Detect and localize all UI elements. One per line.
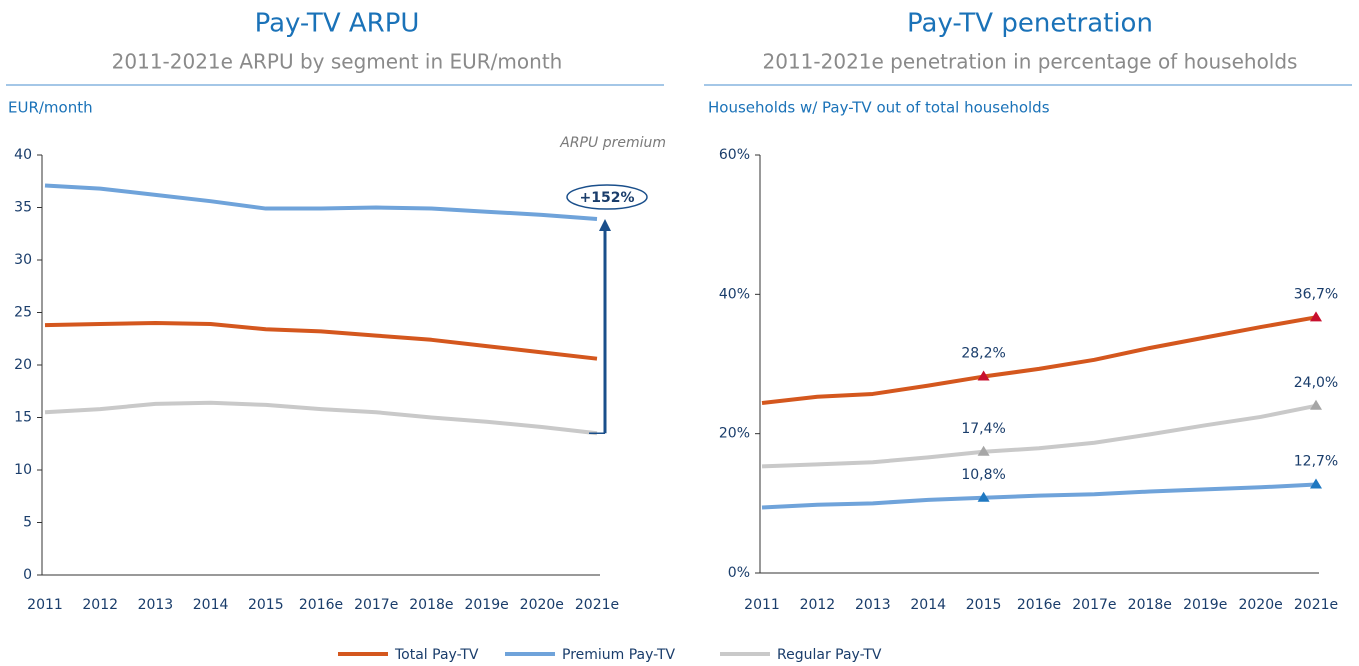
x-tick-label: 2011 <box>27 597 63 613</box>
x-tick-label: 2021e <box>1294 597 1338 613</box>
chart-subtitle: 2011-2021e penetration in percentage of … <box>763 50 1298 74</box>
x-tick-label: 2013 <box>138 597 174 613</box>
y-tick-label: 40 <box>14 147 32 163</box>
legend-label: Regular Pay-TV <box>777 647 882 663</box>
y-tick-label: 10 <box>14 462 32 478</box>
x-tick-label: 2017e <box>1072 597 1116 613</box>
x-tick-label: 2016e <box>299 597 343 613</box>
data-label: 28,2% <box>961 346 1005 362</box>
y-tick-label: 35 <box>14 200 32 216</box>
arrow-head <box>599 219 611 232</box>
x-tick-label: 2012 <box>82 597 118 613</box>
axis-label: EUR/month <box>8 99 93 117</box>
x-tick-label: 2014 <box>193 597 229 613</box>
x-tick-label: 2020e <box>520 597 564 613</box>
marker <box>977 370 990 381</box>
y-tick-label: 0 <box>23 567 32 583</box>
data-label: 36,7% <box>1294 286 1338 302</box>
annotation: ARPU premium <box>559 135 666 151</box>
x-tick-label: 2015 <box>248 597 284 613</box>
marker <box>977 445 990 456</box>
y-tick-label: 0% <box>728 565 750 581</box>
y-tick-label: 5 <box>23 515 32 531</box>
y-tick-label: 60% <box>719 147 750 163</box>
y-tick-label: 40% <box>719 286 750 302</box>
marker <box>1310 311 1322 322</box>
y-tick-label: 15 <box>14 410 32 426</box>
y-tick-label: 25 <box>14 305 32 321</box>
x-tick-label: 2014 <box>910 597 946 613</box>
x-tick-label: 2020e <box>1238 597 1282 613</box>
axis-label: Households w/ Pay-TV out of total househ… <box>708 99 1050 117</box>
x-tick-label: 2018e <box>1128 597 1172 613</box>
chart-subtitle: 2011-2021e ARPU by segment in EUR/month <box>112 50 563 74</box>
y-tick-label: 30 <box>14 252 32 268</box>
data-label: 12,7% <box>1294 454 1338 470</box>
chart-title: Pay-TV penetration <box>907 9 1153 39</box>
marker <box>1310 399 1322 410</box>
y-tick-label: 20 <box>14 357 32 373</box>
legend-label: Premium Pay-TV <box>562 647 675 663</box>
marker <box>1310 478 1322 489</box>
x-tick-label: 2017e <box>354 597 398 613</box>
x-tick-label: 2018e <box>409 597 453 613</box>
x-tick-label: 2019e <box>1183 597 1227 613</box>
data-label: 24,0% <box>1294 375 1338 391</box>
series-line <box>761 482 1317 510</box>
series-line <box>761 315 1317 406</box>
series-line <box>761 403 1317 469</box>
x-tick-label: 2012 <box>800 597 836 613</box>
chart-title: Pay-TV ARPU <box>255 9 420 39</box>
x-tick-label: 2016e <box>1017 597 1061 613</box>
series-line <box>44 321 598 361</box>
marker <box>977 491 990 502</box>
y-tick-label: 20% <box>719 426 750 442</box>
series-line <box>44 183 598 222</box>
badge <box>566 184 648 210</box>
annotation: +152% <box>580 190 635 206</box>
x-tick-label: 2013 <box>855 597 891 613</box>
x-tick-label: 2015 <box>966 597 1002 613</box>
x-tick-label: 2019e <box>464 597 508 613</box>
legend-label: Total Pay-TV <box>394 647 479 663</box>
x-tick-label: 2011 <box>744 597 780 613</box>
data-label: 10,8% <box>961 467 1005 483</box>
data-label: 17,4% <box>961 421 1005 437</box>
x-tick-label: 2021e <box>575 597 619 613</box>
series-line <box>44 400 598 436</box>
